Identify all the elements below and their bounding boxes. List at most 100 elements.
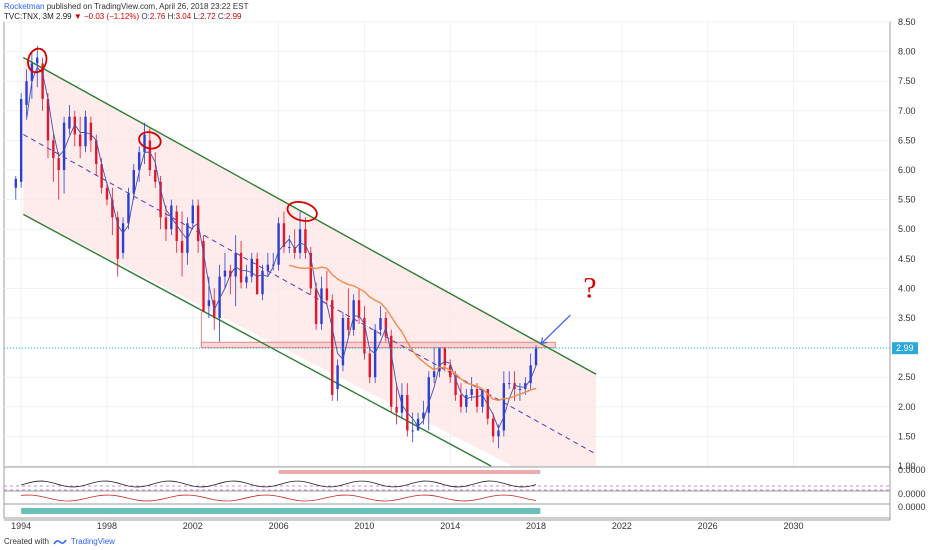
- candle-body: [78, 134, 82, 147]
- candle-body: [363, 318, 366, 354]
- publisher-name[interactable]: Rocketman: [4, 2, 45, 11]
- price-tick-label: 4.50: [898, 254, 916, 264]
- candle-body: [443, 347, 447, 366]
- candle-body: [427, 377, 430, 413]
- candle-body: [282, 223, 286, 247]
- price-tick-label: 6.50: [898, 135, 916, 145]
- candle-body: [432, 371, 436, 378]
- candle-body: [465, 394, 468, 407]
- indicator-value-label: 0.0000: [898, 502, 926, 512]
- candle-body: [422, 412, 425, 419]
- candle-body: [175, 211, 178, 242]
- indicator-pane: [3, 490, 891, 505]
- time-tick-label: 2010: [354, 521, 374, 531]
- peak-circle-annotation: [138, 131, 162, 150]
- close-value: 2.99: [225, 12, 242, 21]
- candle-body: [218, 276, 221, 318]
- channel-mid-line: [23, 134, 597, 455]
- candle-body: [411, 430, 414, 432]
- candle-body: [207, 300, 211, 307]
- last-price-label: 2.99: [896, 343, 914, 353]
- arrow-annotation: [540, 314, 571, 344]
- candle-body: [314, 288, 318, 324]
- candle-body: [132, 170, 135, 194]
- symbol-info-bar: TVC:TNX, 3M 2.99 ▼ −0.03 (−1.12%) O:2.76…: [4, 12, 242, 22]
- oscillator-signal-line: [21, 494, 537, 502]
- candle-body: [309, 252, 312, 289]
- time-tick-label: 2022: [612, 521, 632, 531]
- arrow-head-annotation: [540, 337, 548, 345]
- candle-body: [347, 318, 350, 330]
- candle-body: [277, 223, 280, 265]
- candle-body: [325, 288, 329, 301]
- channel-upper-line: [22, 56, 597, 375]
- time-tick-label: 1994: [11, 521, 31, 531]
- candle-body: [105, 187, 109, 200]
- tradingview-logo-icon: [53, 539, 67, 544]
- price-tick-label: 1.00: [898, 461, 916, 471]
- symbol-name[interactable]: TVC:TNX, 3M: [4, 12, 54, 21]
- price-tick-label: 5.50: [898, 195, 916, 205]
- candle-body: [395, 406, 398, 413]
- candle-body: [368, 353, 371, 378]
- candle-body: [459, 394, 463, 407]
- low-value: 2.72: [200, 12, 216, 21]
- high-value: 3.04: [175, 12, 192, 21]
- candle-body: [502, 383, 506, 431]
- candle-body: [229, 270, 232, 277]
- candle-body: [111, 199, 114, 218]
- peak-circle-annotation: [27, 47, 48, 74]
- candle-body: [524, 383, 527, 390]
- volume-histogram: [21, 508, 541, 514]
- candle-body: [14, 178, 17, 188]
- candle-body: [164, 217, 168, 230]
- indicator-value-label: 0.0000: [898, 489, 926, 499]
- candle-body: [89, 122, 93, 141]
- candle-body: [331, 300, 334, 395]
- ma-slow-line: [289, 264, 537, 402]
- price-tick-label: 8.50: [898, 17, 916, 27]
- candle-body: [223, 270, 227, 277]
- candle-body: [288, 246, 291, 248]
- candle-body: [272, 264, 275, 266]
- time-tick-label: 2018: [526, 521, 546, 531]
- candle-body: [116, 217, 119, 259]
- candle-body: [191, 205, 194, 224]
- candle-body: [180, 241, 184, 253]
- time-tick-label: 1998: [97, 521, 117, 531]
- candle-body: [357, 300, 361, 318]
- candle-body: [245, 276, 248, 283]
- candle-body: [36, 57, 39, 64]
- open-label: O:: [141, 12, 150, 21]
- high-label: H:: [167, 12, 176, 21]
- price-change: ▼ −0.03 (−1.12%): [73, 12, 140, 21]
- candle-body: [518, 389, 522, 391]
- candle-body: [438, 347, 441, 372]
- candle-body: [497, 430, 500, 437]
- candle-body: [100, 164, 103, 188]
- candle-body: [95, 140, 98, 165]
- candle-body: [159, 181, 162, 218]
- candle-body: [239, 252, 243, 283]
- candle-body: [84, 116, 87, 147]
- candle-body: [121, 223, 125, 253]
- candle-body: [266, 264, 270, 271]
- oscillator-line: [21, 480, 537, 488]
- price-tick-label: 2.50: [898, 372, 916, 382]
- ma-fast-line: [26, 66, 537, 430]
- footer: Created with TradingView: [4, 537, 115, 546]
- candle-body: [68, 116, 71, 129]
- candle-body: [46, 98, 50, 141]
- price-tick-label: 5.00: [898, 224, 916, 234]
- candle-body: [137, 152, 141, 170]
- published-text: published on TradingView.com, April 26, …: [46, 2, 249, 11]
- candle-body: [57, 158, 60, 170]
- price-tick-label: 4.00: [898, 283, 916, 293]
- open-value: 2.76: [149, 12, 166, 21]
- tradingview-brand[interactable]: TradingView: [70, 537, 115, 546]
- candle-body: [534, 348, 538, 366]
- candle-body: [250, 258, 253, 277]
- candle-body: [127, 193, 130, 224]
- candle-body: [454, 377, 457, 395]
